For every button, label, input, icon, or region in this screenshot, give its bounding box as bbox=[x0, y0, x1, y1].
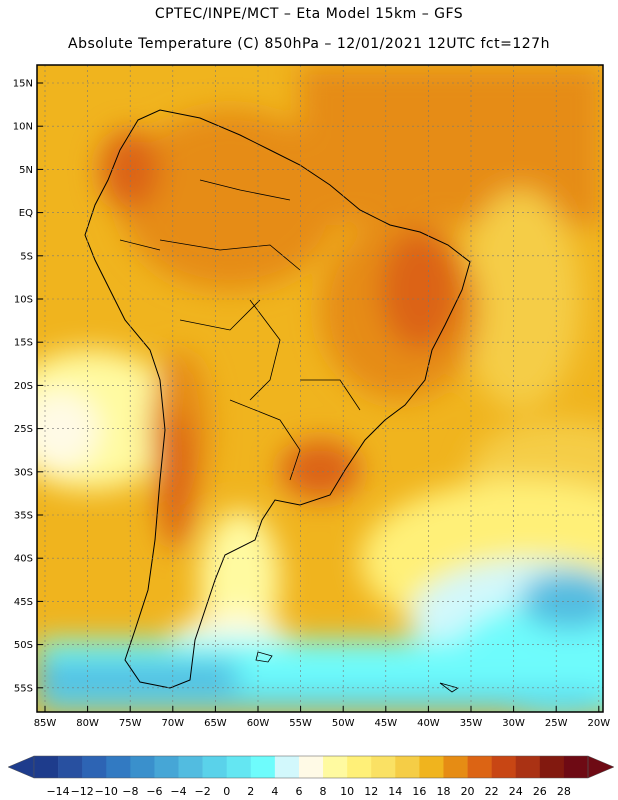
colorbar-label: 6 bbox=[295, 785, 302, 798]
lat-label: 50S bbox=[14, 640, 33, 651]
colorbar-label: −8 bbox=[122, 785, 138, 798]
colorbar-swatch bbox=[178, 756, 203, 778]
colorbar-label: 16 bbox=[412, 785, 426, 798]
colorbar-arrow-high bbox=[587, 755, 615, 779]
colorbar-label: 24 bbox=[509, 785, 523, 798]
lon-label: 25W bbox=[545, 718, 568, 729]
colorbar-swatch bbox=[563, 756, 589, 778]
lon-label: 50W bbox=[332, 718, 355, 729]
colorbar-label: −2 bbox=[194, 785, 210, 798]
colorbar-swatch bbox=[202, 756, 227, 778]
lat-label: 55S bbox=[14, 683, 33, 694]
lat-label: 5N bbox=[19, 165, 33, 176]
colorbar-swatch bbox=[395, 756, 420, 778]
colorbar-label: 0 bbox=[223, 785, 230, 798]
lon-label: 85W bbox=[34, 718, 57, 729]
colorbar-swatch bbox=[323, 756, 348, 778]
graticule bbox=[37, 65, 603, 712]
colorbar-label: −14 bbox=[46, 785, 69, 798]
colorbar-label: 2 bbox=[247, 785, 254, 798]
lat-label: 15S bbox=[14, 338, 33, 349]
continent-outline bbox=[84, 109, 471, 689]
colorbar-label: 20 bbox=[461, 785, 475, 798]
colorbar-swatch bbox=[467, 756, 492, 778]
colorbar-frame bbox=[33, 755, 589, 779]
colorbar-swatch bbox=[347, 756, 372, 778]
lat-label: 45S bbox=[14, 597, 33, 608]
colorbar-swatch bbox=[274, 756, 300, 778]
colorbar-label: 10 bbox=[340, 785, 354, 798]
lat-label: 5S bbox=[20, 251, 33, 262]
map-frame bbox=[36, 64, 604, 713]
lat-label: 25S bbox=[14, 424, 33, 435]
colorbar-swatch bbox=[515, 756, 541, 778]
colorbar-label: −12 bbox=[71, 785, 94, 798]
country-borders bbox=[119, 179, 361, 481]
lon-label: 60W bbox=[247, 718, 270, 729]
colorbar-label: 12 bbox=[364, 785, 378, 798]
lon-label: 40W bbox=[417, 718, 440, 729]
lat-label: 10S bbox=[14, 295, 33, 306]
island-outline bbox=[255, 651, 459, 693]
lon-label: 65W bbox=[204, 718, 227, 729]
lon-label: 55W bbox=[289, 718, 312, 729]
colorbar-swatch bbox=[58, 756, 83, 778]
colorbar-swatch bbox=[419, 756, 444, 778]
map-title-model: CPTEC/INPE/MCT – Eta Model 15km – GFS bbox=[154, 6, 464, 22]
colorbar-label: 28 bbox=[557, 785, 571, 798]
colorbar-label: 26 bbox=[533, 785, 547, 798]
colorbar-swatch bbox=[106, 756, 131, 778]
colorbar-swatch bbox=[250, 756, 276, 778]
lon-label: 80W bbox=[76, 718, 99, 729]
colorbar-swatch bbox=[154, 756, 179, 778]
lat-label: 40S bbox=[14, 554, 33, 565]
colorbar-label: −6 bbox=[146, 785, 162, 798]
temperature-field bbox=[37, 65, 603, 712]
colorbar-arrow-low bbox=[7, 755, 35, 779]
lat-label: 30S bbox=[14, 467, 33, 478]
lon-label: 70W bbox=[161, 718, 184, 729]
colorbar-swatch bbox=[298, 756, 324, 778]
colorbar-swatch bbox=[443, 756, 468, 778]
colorbar-label: −4 bbox=[170, 785, 186, 798]
temperature-colorbar bbox=[7, 755, 615, 779]
colorbar-label: −10 bbox=[95, 785, 118, 798]
colorbar-swatch bbox=[226, 756, 252, 778]
map-title-field: Absolute Temperature (C) 850hPa – 12/01/… bbox=[68, 36, 550, 52]
lon-label: 35W bbox=[460, 718, 483, 729]
lon-label: 45W bbox=[374, 718, 397, 729]
colorbar-label: 22 bbox=[485, 785, 499, 798]
colorbar-swatch bbox=[130, 756, 155, 778]
colorbar-labels: −14 −12 −10 −8 −6 −4 −2 0 2 4 6 8 10 12 14 16 18 20 22 24 26… bbox=[46, 785, 570, 798]
colorbar-swatch bbox=[491, 756, 517, 778]
lon-label: 75W bbox=[119, 718, 142, 729]
colorbar-label: 18 bbox=[436, 785, 450, 798]
lat-label: 10N bbox=[13, 122, 33, 133]
lat-label: 35S bbox=[14, 511, 33, 522]
colorbar-label: 8 bbox=[320, 785, 327, 798]
lat-label: 20S bbox=[14, 381, 33, 392]
lat-label: EQ bbox=[19, 208, 33, 219]
colorbar-swatch bbox=[34, 756, 59, 778]
lon-label: 30W bbox=[502, 718, 525, 729]
lat-label: 15N bbox=[13, 79, 33, 90]
longitude-labels: 85W 80W 75W 70W 65W 60W 55W 50W 45W 40W 35W 30W 25W 2… bbox=[34, 706, 610, 729]
colorbar-swatch bbox=[82, 756, 107, 778]
colorbar-label: 14 bbox=[388, 785, 402, 798]
lon-label: 20W bbox=[587, 718, 610, 729]
colorbar-swatch bbox=[371, 756, 396, 778]
latitude-labels: 15N 10N 5N EQ 5S 10S 15S 20S 25S 30S 35S 40S 45S 50S 5… bbox=[13, 79, 43, 694]
colorbar-swatch bbox=[539, 756, 565, 778]
colorbar-label: 4 bbox=[271, 785, 278, 798]
